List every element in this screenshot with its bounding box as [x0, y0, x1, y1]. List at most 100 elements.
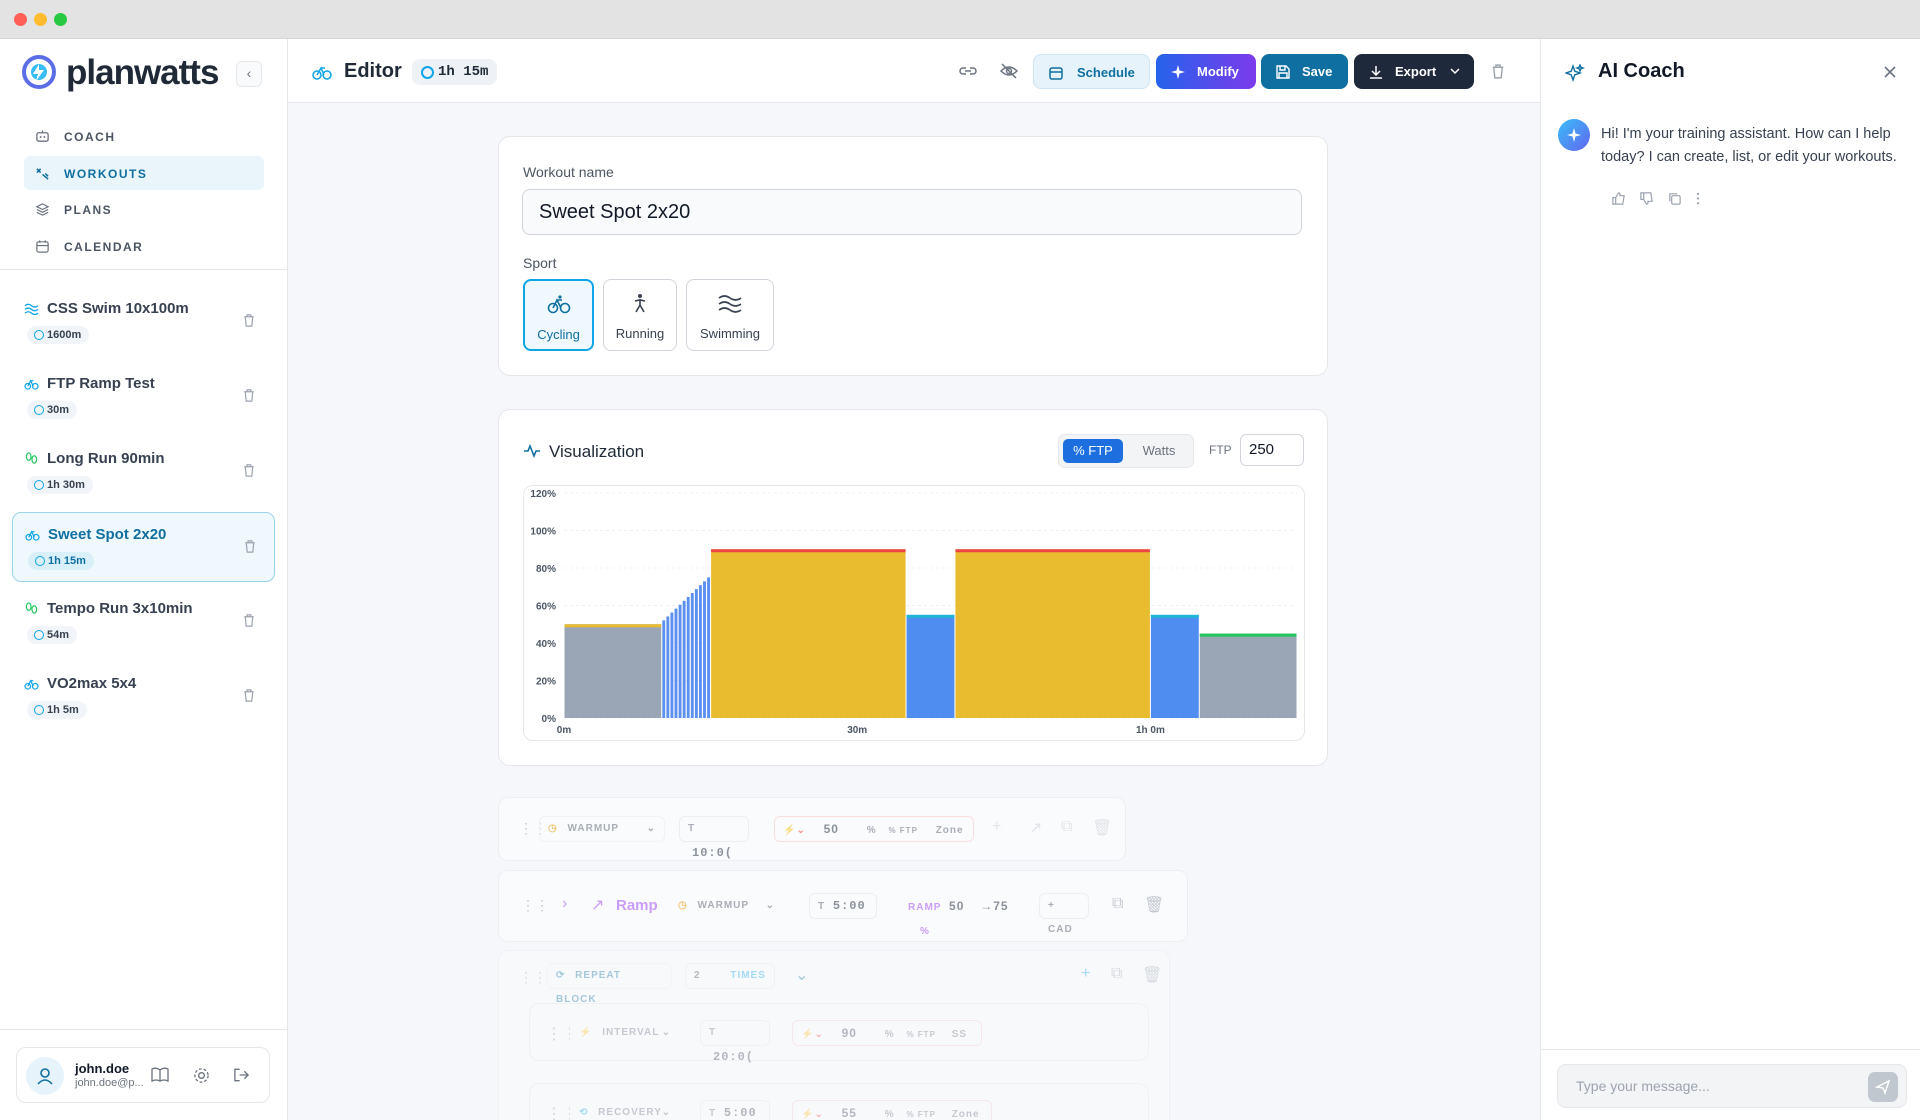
step-row-ramp[interactable]: ⋮⋮ › ↗ Ramp ◷ WARMUP ⌄ T 5:00 RAMP 50 →7… — [498, 870, 1188, 942]
drag-handle-icon[interactable]: ⋮⋮ — [519, 820, 547, 836]
sport-option-running[interactable]: Running — [603, 279, 677, 351]
sport-option-cycling[interactable]: Cycling — [523, 279, 594, 351]
thumbs-up-icon[interactable] — [1611, 191, 1626, 206]
close-icon[interactable] — [1883, 65, 1897, 79]
add-icon[interactable]: + — [992, 818, 1002, 835]
drag-handle-icon[interactable]: ⋮⋮ — [546, 1026, 578, 1043]
chevron-right-icon[interactable]: › — [562, 895, 568, 912]
drag-handle-icon[interactable]: ⋮⋮ — [519, 969, 547, 985]
drag-handle-icon[interactable]: ⋮⋮ — [546, 1106, 578, 1120]
workout-list-item[interactable]: CSS Swim 10x100m 1600m — [12, 287, 275, 357]
more-vertical-icon[interactable] — [1695, 191, 1701, 206]
schedule-button[interactable]: Schedule — [1033, 54, 1150, 89]
step-time-field[interactable]: T 5:00 — [809, 893, 877, 919]
avatar[interactable] — [26, 1057, 64, 1095]
ftp-input[interactable]: 250 — [1240, 434, 1304, 466]
thumbs-down-icon[interactable] — [1639, 191, 1654, 206]
eye-off-icon[interactable] — [999, 62, 1019, 80]
drag-handle-icon[interactable]: ⋮⋮ — [521, 897, 549, 913]
minimize-window-button[interactable] — [34, 13, 47, 26]
workout-list-item[interactable]: VO2max 5x4 1h 5m — [12, 662, 275, 732]
workout-list-item-active[interactable]: Sweet Spot 2x20 1h 15m — [12, 512, 275, 582]
trash-icon[interactable] — [242, 388, 256, 403]
unit-mode-label: % FTP — [888, 826, 918, 835]
nav-label: PLANS — [64, 203, 113, 217]
interval-bar — [955, 549, 1150, 718]
step-type-select[interactable]: ⚡ INTERVAL ⌄ — [570, 1020, 680, 1046]
add-icon[interactable]: + — [1081, 965, 1091, 982]
step-power-field[interactable]: ⚡⌄ 90 % % FTP SS — [792, 1020, 982, 1046]
step-time-field[interactable]: T 20:0( — [700, 1020, 770, 1064]
workout-name-input[interactable]: Sweet Spot 2x20 — [522, 189, 1302, 235]
step-time-field[interactable]: T 5:00 — [700, 1100, 770, 1120]
modify-button[interactable]: Modify — [1156, 54, 1256, 89]
repeat-block-container[interactable]: ⋮⋮ ⟳ REPEAT BLOCK 2 TIMES ⌄ + ⧉ 🗑 ⋮⋮ ⚡ I… — [498, 950, 1170, 1120]
trash-icon[interactable] — [242, 688, 256, 703]
step-type-label: WARMUP — [697, 900, 750, 911]
gear-icon[interactable] — [193, 1067, 210, 1084]
logo[interactable]: planwatts ‹ — [22, 53, 266, 92]
step-row-interval[interactable]: ⋮⋮ ⚡ INTERVAL ⌄ T 20:0( ⚡⌄ 90 % % FTP SS — [529, 1003, 1149, 1064]
ramp-title: Ramp — [616, 897, 658, 914]
step-row-recovery[interactable]: ⋮⋮ ⟲ RECOVERY ⌄ T 5:00 ⚡⌄ 55 % % FTP Zon… — [529, 1083, 1149, 1120]
export-button[interactable]: Export — [1354, 54, 1474, 89]
book-icon[interactable] — [151, 1067, 169, 1083]
trash-icon[interactable]: 🗑 — [1144, 897, 1165, 914]
close-window-button[interactable] — [14, 13, 27, 26]
repeat-count-field[interactable]: 2 TIMES — [685, 963, 775, 989]
copy-icon[interactable]: ⧉ — [1111, 965, 1123, 982]
add-cadence-button[interactable]: + CAD — [1039, 893, 1089, 935]
zone-label: Zone — [935, 825, 964, 836]
toggle-watts[interactable]: Watts — [1142, 443, 1176, 458]
nav-item-plans[interactable]: PLANS — [24, 192, 264, 226]
trash-icon[interactable] — [242, 613, 256, 628]
toggle-percent-ftp[interactable]: % FTP — [1063, 439, 1123, 463]
step-row-warmup[interactable]: ⋮⋮ ◷ WARMUP ⌄ T 10:0( ⚡⌄ 50 % % FTP Zone… — [498, 797, 1126, 861]
recovery-bar — [906, 614, 955, 718]
logout-icon[interactable] — [233, 1067, 250, 1083]
duration-badge: 1h 15m — [28, 552, 94, 570]
workout-list-item[interactable]: Tempo Run 3x10min 54m — [12, 587, 275, 657]
chevron-down-icon: ⌄ — [661, 1027, 671, 1038]
nav-item-calendar[interactable]: CALENDAR — [24, 229, 264, 263]
copy-icon[interactable]: ⧉ — [1061, 818, 1073, 835]
step-time-field[interactable]: T 10:0( — [679, 816, 749, 860]
nav-label: COACH — [64, 130, 116, 144]
sparkle-icon — [1567, 128, 1581, 142]
trend-icon[interactable]: ↗ — [1029, 820, 1043, 837]
step-type-select[interactable]: ⟲ RECOVERY ⌄ — [570, 1100, 680, 1120]
trash-icon[interactable]: 🗑 — [1092, 820, 1113, 837]
maximize-window-button[interactable] — [54, 13, 67, 26]
sport-option-swimming[interactable]: Swimming — [686, 279, 774, 351]
chevron-left-icon: ‹ — [246, 65, 252, 81]
trash-icon[interactable] — [242, 313, 256, 328]
zone-label: Zone — [951, 1109, 980, 1120]
copy-icon[interactable]: ⧉ — [1112, 895, 1124, 912]
chat-input[interactable]: Type your message... — [1557, 1064, 1907, 1108]
nav-item-coach[interactable]: COACH — [24, 119, 264, 153]
step-type-select[interactable]: ◷ WARMUP ⌄ — [539, 816, 665, 842]
copy-icon[interactable] — [1667, 191, 1682, 206]
link-icon[interactable] — [958, 63, 978, 79]
trash-icon[interactable] — [242, 463, 256, 478]
workout-list-item[interactable]: Long Run 90min 1h 30m — [12, 437, 275, 507]
chevron-down-icon[interactable]: ⌄ — [795, 967, 809, 984]
page-title: Editor — [344, 60, 402, 82]
nav-item-workouts[interactable]: WORKOUTS — [24, 155, 264, 190]
nav-label: WORKOUTS — [64, 166, 148, 181]
trash-icon[interactable] — [1490, 63, 1506, 80]
send-button[interactable] — [1868, 1072, 1898, 1102]
unit-label: % — [920, 926, 930, 937]
ramp-power-field[interactable]: RAMP 50 →75 % — [899, 893, 1029, 937]
save-button[interactable]: Save — [1261, 54, 1348, 89]
trash-icon[interactable]: 🗑 — [1142, 967, 1163, 984]
step-power-field[interactable]: ⚡⌄ 55 % % FTP Zone — [792, 1100, 992, 1120]
save-label: Save — [1302, 64, 1333, 79]
trash-icon[interactable] — [243, 539, 257, 554]
collapse-sidebar-button[interactable]: ‹ — [236, 61, 262, 87]
sport-label: Running — [615, 326, 665, 341]
step-type-select[interactable]: ◷ WARMUP ⌄ — [669, 893, 784, 919]
step-power-field[interactable]: ⚡⌄ 50 % % FTP Zone — [774, 816, 974, 842]
y-tick-label: 80% — [536, 564, 556, 575]
workout-list-item[interactable]: FTP Ramp Test 30m — [12, 362, 275, 432]
